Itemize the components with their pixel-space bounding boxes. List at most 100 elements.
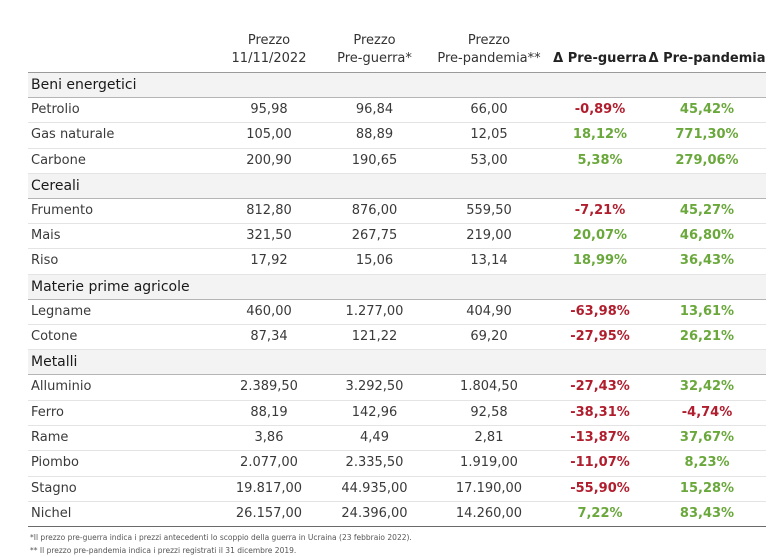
- price-current-cell: 812,80: [246, 202, 292, 218]
- price-pre-war-cell: 2.335,50: [345, 455, 404, 471]
- price-pre-war-cell: 1.277,00: [345, 303, 404, 319]
- price-current-cell: 2.389,50: [240, 379, 298, 395]
- price-pre-pandemic-cell: 12,05: [470, 127, 508, 143]
- price-pre-war-cell: 4,49: [360, 429, 389, 445]
- footnote-pre-war: *Il prezzo pre-guerra indica i prezzi an…: [30, 533, 412, 543]
- price-pre-war-cell: 15,06: [355, 253, 394, 269]
- price-current-cell: 87,34: [250, 329, 288, 345]
- price-pre-pandemic-cell: 404,90: [466, 303, 512, 319]
- table-row: Legname 460,00 1.277,00 404,90 -63,98% 13,61%: [28, 300, 766, 326]
- header-price-pre-pandemic-line2: Pre-pandemia**: [437, 51, 541, 66]
- delta-pre-pandemic-cell: 37,67%: [679, 429, 735, 445]
- delta-pre-pandemic-cell: 15,28%: [679, 480, 735, 496]
- delta-pre-pandemic-cell: 45,42%: [679, 102, 735, 117]
- price-current-cell: 3,86: [254, 429, 284, 445]
- header-price-current-line1: Prezzo: [247, 33, 291, 48]
- header-price-pre-war: Prezzo Pre-guerra*: [323, 32, 426, 68]
- commodity-name-cell: Stagno: [31, 480, 77, 496]
- delta-pre-war-cell: 5,38%: [577, 152, 623, 168]
- price-pre-war-cell: 3.292,50: [345, 379, 404, 395]
- price-pre-pandemic-cell: 1.804,50: [460, 379, 518, 395]
- commodity-name-cell: Mais: [31, 228, 61, 244]
- header-price-current: Prezzo 11/11/2022: [215, 32, 323, 68]
- price-pre-war-cell: 121,22: [351, 329, 398, 345]
- price-current-cell: 19.817,00: [235, 480, 303, 496]
- delta-pre-pandemic-cell: 13,61%: [679, 303, 735, 319]
- header-delta-pre-pandemic: Δ Pre-pandemia: [648, 51, 766, 66]
- price-pre-war-cell: 876,00: [351, 202, 398, 218]
- table-row: Cotone 87,34 121,22 69,20 -27,95% 26,21%: [28, 325, 766, 351]
- category-row: Metalli: [28, 350, 766, 376]
- price-pre-pandemic-cell: 559,50: [466, 202, 512, 218]
- commodity-name-cell: Cotone: [31, 329, 78, 345]
- commodity-name-cell: Frumento: [31, 202, 94, 218]
- price-current-cell: 105,00: [246, 127, 292, 143]
- table-header: Prezzo 11/11/2022 Prezzo Pre-guerra* Pre…: [28, 22, 766, 73]
- footnotes: *Il prezzo pre-guerra indica i prezzi an…: [28, 531, 766, 557]
- price-current-cell: 26.157,00: [235, 505, 303, 521]
- price-pre-pandemic-cell: 13,14: [470, 253, 508, 269]
- delta-pre-war-cell: -27,95%: [570, 329, 630, 345]
- header-price-pre-war-line2: Pre-guerra*: [337, 51, 412, 66]
- table-row: Riso 17,92 15,06 13,14 18,99% 36,43%: [28, 249, 766, 275]
- header-price-pre-war-line1: Prezzo: [353, 33, 396, 48]
- price-pre-pandemic-cell: 69,20: [470, 329, 508, 345]
- price-pre-war-cell: 88,89: [355, 127, 394, 143]
- price-pre-pandemic-cell: 53,00: [470, 152, 508, 168]
- delta-pre-war-cell: 7,22%: [577, 505, 623, 521]
- price-pre-pandemic-cell: 92,58: [470, 404, 508, 420]
- category-row: Beni energetici: [28, 73, 766, 98]
- header-price-pre-pandemic-line1: Prezzo: [467, 33, 511, 48]
- price-current-cell: 17,92: [250, 253, 288, 269]
- price-pre-war-cell: 142,96: [351, 404, 398, 420]
- price-pre-pandemic-cell: 66,00: [470, 102, 508, 117]
- header-price-pre-pandemic: Prezzo Pre-pandemia**: [426, 32, 552, 68]
- delta-pre-pandemic-cell: 45,27%: [679, 202, 735, 218]
- price-current-cell: 88,19: [250, 404, 288, 420]
- delta-pre-war-cell: -11,07%: [570, 455, 630, 471]
- table-row: Ferro 88,19 142,96 92,58 -38,31% -4,74%: [28, 401, 766, 426]
- delta-pre-war-cell: -63,98%: [570, 303, 630, 319]
- category-row: Cereali: [28, 173, 766, 199]
- table-row: Petrolio 95,98 96,84 66,00 -0,89% 45,42%: [28, 98, 766, 124]
- table-row: Piombo 2.077,00 2.335,50 1.919,00 -11,07% 8,2…: [28, 451, 766, 477]
- table-row: Stagno 19.817,00 44.935,00 17.190,00 -55,90%…: [28, 477, 766, 502]
- table-body: Beni energetici Petrolio 95,98 96,84 66,00 -0…: [28, 73, 766, 528]
- delta-pre-war-cell: -0,89%: [574, 102, 626, 117]
- delta-pre-pandemic-cell: 32,42%: [679, 379, 735, 395]
- header-price-current-line2: 11/11/2022: [231, 51, 307, 66]
- commodity-name-cell: Rame: [31, 429, 69, 445]
- price-pre-pandemic-cell: 14.260,00: [455, 505, 523, 521]
- delta-pre-war-cell: 18,99%: [572, 253, 628, 269]
- delta-pre-pandemic-cell: -4,74%: [681, 404, 733, 420]
- commodity-name-cell: Gas naturale: [31, 127, 115, 143]
- table-row: Mais 321,50 267,75 219,00 20,07% 46,80%: [28, 224, 766, 250]
- commodity-name-cell: Petrolio: [31, 102, 80, 117]
- price-current-cell: 460,00: [246, 303, 292, 319]
- price-current-cell: 2.077,00: [240, 455, 298, 471]
- commodity-name-cell: Riso: [31, 253, 59, 269]
- commodity-name-cell: Alluminio: [31, 379, 92, 395]
- delta-pre-pandemic-cell: 279,06%: [675, 152, 739, 168]
- commodity-price-table: Prezzo 11/11/2022 Prezzo Pre-guerra* Pre…: [28, 22, 766, 557]
- price-pre-pandemic-cell: 2,81: [474, 429, 504, 445]
- price-current-cell: 321,50: [246, 228, 292, 244]
- delta-pre-pandemic-cell: 771,30%: [675, 127, 739, 143]
- delta-pre-war-cell: -27,43%: [570, 379, 630, 395]
- price-pre-war-cell: 96,84: [355, 102, 394, 117]
- delta-pre-war-cell: -55,90%: [570, 480, 630, 496]
- price-current-cell: 200,90: [246, 152, 292, 168]
- table-row: Gas naturale 105,00 88,89 12,05 18,12% 771,30…: [28, 123, 766, 149]
- footnote-pre-pandemic: ** Il prezzo pre-pandemia indica i prezz…: [30, 546, 297, 556]
- delta-pre-war-cell: -13,87%: [570, 429, 630, 445]
- table-row: Carbone 200,90 190,65 53,00 5,38% 279,06%: [28, 149, 766, 174]
- category-row: Materie prime agricole: [28, 274, 766, 300]
- price-current-cell: 95,98: [250, 102, 288, 117]
- commodity-name-cell: Carbone: [31, 152, 86, 168]
- price-pre-war-cell: 190,65: [351, 152, 398, 168]
- table-row: Alluminio 2.389,50 3.292,50 1.804,50 -27,43%…: [28, 375, 766, 401]
- commodity-name-cell: Legname: [31, 303, 92, 319]
- table-row: Nichel 26.157,00 24.396,00 14.260,00 7,22% 83…: [28, 502, 766, 528]
- commodity-name-cell: Piombo: [31, 455, 79, 471]
- price-pre-war-cell: 267,75: [351, 228, 398, 244]
